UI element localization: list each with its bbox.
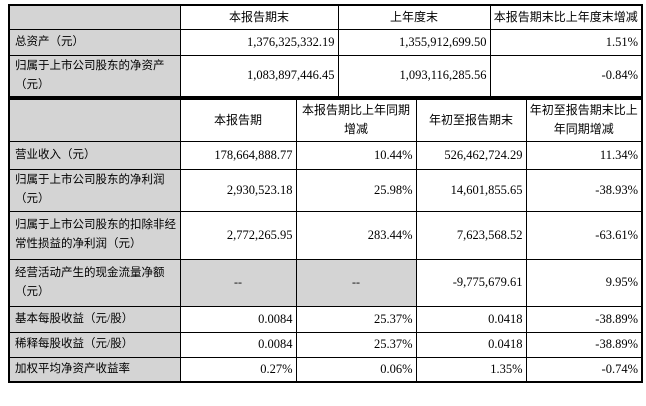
value-cell: 526,462,724.29 <box>415 140 527 170</box>
column-header-year-to-date: 年初至报告期末 <box>415 98 527 142</box>
value-cell: 1,376,325,332.19 <box>179 28 339 56</box>
value-cell: 2,930,523.18 <box>179 168 297 212</box>
row-label: 稀释每股收益（元/股） <box>8 331 181 358</box>
value-cell: 0.0418 <box>415 331 527 358</box>
row-label: 基本每股收益（元/股） <box>8 305 181 333</box>
value-cell: 0.0418 <box>415 305 527 333</box>
row-label: 营业收入（元） <box>8 140 181 170</box>
value-cell: 0.0084 <box>179 305 297 333</box>
table-row-weighted-avg-roe: 加权平均净资产收益率 0.27% 0.06% 1.35% -0.74% <box>8 356 643 383</box>
value-cell: 9.95% <box>525 258 643 307</box>
row-label: 总资产（元） <box>8 28 181 56</box>
value-cell: 7,623,568.52 <box>415 210 527 260</box>
corner-cell <box>8 98 181 142</box>
value-cell: 1,355,912,699.50 <box>337 28 491 56</box>
table-row-net-profit: 归属于上市公司股东的净利润（元） 2,930,523.18 25.98% 14,… <box>8 168 643 212</box>
value-cell: 25.98% <box>295 168 417 212</box>
column-header-ytd-change-vs-same-period: 年初至报告期末比上年同期增减 <box>525 98 643 142</box>
financial-summary-page: 本报告期末 上年度末 本报告期末比上年度末增减 总资产（元） 1,376,325… <box>8 4 643 383</box>
value-cell: 1,093,116,285.56 <box>337 54 491 98</box>
value-cell: 2,772,265.95 <box>179 210 297 260</box>
corner-cell <box>8 4 181 30</box>
value-cell-na: -- <box>295 258 417 307</box>
value-cell: 178,664,888.77 <box>179 140 297 170</box>
income-summary-table: 本报告期 本报告期比上年同期增减 年初至报告期末 年初至报告期末比上年同期增减 … <box>8 98 643 383</box>
value-cell: -9,775,679.61 <box>415 258 527 307</box>
value-cell: 0.0084 <box>179 331 297 358</box>
value-cell: -38.89% <box>525 305 643 333</box>
column-header-change-vs-prior-year-end: 本报告期末比上年度末增减 <box>489 4 643 30</box>
value-cell: -38.89% <box>525 331 643 358</box>
column-header-prior-year-end: 上年度末 <box>337 4 491 30</box>
header-row: 本报告期末 上年度末 本报告期末比上年度末增减 <box>8 4 643 30</box>
table-row-basic-eps: 基本每股收益（元/股） 0.0084 25.37% 0.0418 -38.89% <box>8 305 643 333</box>
value-cell: 10.44% <box>295 140 417 170</box>
value-cell: -0.74% <box>525 356 643 383</box>
row-label: 归属于上市公司股东的净利润（元） <box>8 168 181 212</box>
table-row-total-assets: 总资产（元） 1,376,325,332.19 1,355,912,699.50… <box>8 28 643 56</box>
column-header-current-period: 本报告期 <box>179 98 297 142</box>
table-row-operating-revenue: 营业收入（元） 178,664,888.77 10.44% 526,462,72… <box>8 140 643 170</box>
row-label: 经营活动产生的现金流量净额 （元） <box>8 258 181 307</box>
value-cell: -38.93% <box>525 168 643 212</box>
value-cell: -0.84% <box>489 54 643 98</box>
value-cell: 0.27% <box>179 356 297 383</box>
header-row: 本报告期 本报告期比上年同期增减 年初至报告期末 年初至报告期末比上年同期增减 <box>8 98 643 142</box>
table-row-diluted-eps: 稀释每股收益（元/股） 0.0084 25.37% 0.0418 -38.89% <box>8 331 643 358</box>
column-header-change-vs-same-period: 本报告期比上年同期增减 <box>295 98 417 142</box>
value-cell-na: -- <box>179 258 297 307</box>
row-label: 归属于上市公司股东的扣除非经常性损益的净利润（元） <box>8 210 181 260</box>
value-cell: 25.37% <box>295 305 417 333</box>
value-cell: 25.37% <box>295 331 417 358</box>
table-row-net-assets: 归属于上市公司股东的净资产 （元） 1,083,897,446.45 1,093… <box>8 54 643 98</box>
table-row-net-profit-excl-nonrecurring: 归属于上市公司股东的扣除非经常性损益的净利润（元） 2,772,265.95 2… <box>8 210 643 260</box>
value-cell: 14,601,855.65 <box>415 168 527 212</box>
balance-summary-table: 本报告期末 上年度末 本报告期末比上年度末增减 总资产（元） 1,376,325… <box>8 4 643 98</box>
value-cell: 1.35% <box>415 356 527 383</box>
value-cell: -63.61% <box>525 210 643 260</box>
row-label: 加权平均净资产收益率 <box>8 356 181 383</box>
row-label: 归属于上市公司股东的净资产 （元） <box>8 54 181 98</box>
table-row-operating-cash-flow: 经营活动产生的现金流量净额 （元） -- -- -9,775,679.61 9.… <box>8 258 643 307</box>
value-cell: 0.06% <box>295 356 417 383</box>
value-cell: 11.34% <box>525 140 643 170</box>
column-header-period-end: 本报告期末 <box>179 4 339 30</box>
value-cell: 1.51% <box>489 28 643 56</box>
value-cell: 283.44% <box>295 210 417 260</box>
value-cell: 1,083,897,446.45 <box>179 54 339 98</box>
